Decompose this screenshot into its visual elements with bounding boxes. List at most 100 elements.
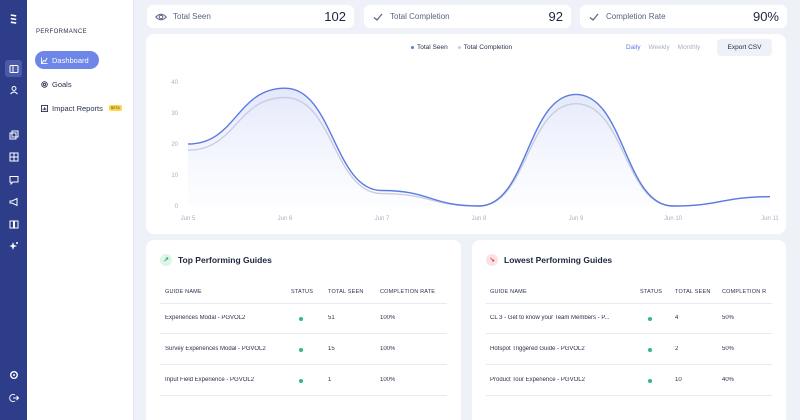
col-completion-rate[interactable]: COMPLETION RATE <box>380 289 436 295</box>
sidebar-item-dashboard[interactable]: Dashboard <box>35 51 99 69</box>
x-tick-label: Jun 9 <box>569 216 584 222</box>
total-seen: 15 <box>328 346 335 352</box>
col-status[interactable]: STATUS <box>291 289 314 295</box>
dashboard-icon[interactable] <box>5 60 22 77</box>
range-weekly[interactable]: Weekly <box>648 44 670 51</box>
book-icon[interactable] <box>5 215 22 232</box>
status-dot <box>299 315 303 323</box>
megaphone-icon[interactable] <box>5 193 22 210</box>
sidebar-item-impact-reports[interactable]: Impact Reports BETA <box>35 99 131 117</box>
table-row[interactable]: Experiences Modal - PGVOL2 51 100% <box>146 315 461 327</box>
status-dot <box>648 315 652 323</box>
status-dot <box>648 377 652 385</box>
completion-rate: 40% <box>722 377 735 383</box>
user-icon[interactable] <box>5 81 22 98</box>
col-guide-name[interactable]: GUIDE NAME <box>490 289 527 295</box>
kpi-value: 92 <box>548 9 563 24</box>
y-tick-label: 30 <box>171 111 178 117</box>
table-row[interactable]: Input Field Experience - PGVOL2 1 100% <box>146 377 461 389</box>
sparkle-icon[interactable] <box>5 237 22 254</box>
sidebar-item-goals[interactable]: Goals <box>35 75 99 93</box>
divider <box>486 303 772 304</box>
guides-icon[interactable] <box>5 126 22 143</box>
export-csv-button[interactable]: Export CSV <box>717 39 772 56</box>
card-title: Lowest Performing Guides <box>504 255 613 265</box>
series-line-total-seen <box>187 87 771 207</box>
chat-icon[interactable] <box>5 171 22 188</box>
table-row[interactable]: Hotspot Triggered Guide - PGVOL2 2 50% <box>472 346 786 358</box>
kpi-total-completion: Total Completion 92 <box>364 5 571 28</box>
trend-up-icon: ↗ <box>160 254 172 266</box>
x-tick-label: Jun 11 <box>761 216 779 222</box>
kpi-value: 90% <box>752 9 779 24</box>
legend-item-total-completion[interactable]: Total Completion <box>457 44 512 51</box>
range-selector: Daily Weekly Monthly <box>626 44 700 51</box>
x-tick-label: Jun 7 <box>375 216 390 222</box>
card-title: Top Performing Guides <box>178 255 272 265</box>
guide-name: Experiences Modal - PGVOL2 <box>165 315 246 321</box>
col-guide-name[interactable]: GUIDE NAME <box>165 289 202 295</box>
guide-name: Survey Experiences Modal - PGVOL2 <box>165 346 266 352</box>
sidebar-item-label: Impact Reports <box>52 103 103 113</box>
status-dot <box>299 377 303 385</box>
beta-badge: BETA <box>108 105 122 111</box>
lowest-guides-card: ↘ Lowest Performing Guides GUIDE NAME ST… <box>472 240 786 420</box>
logo-icon[interactable] <box>5 6 22 32</box>
kpi-label: Completion Rate <box>606 12 666 21</box>
legend-label: Total Seen <box>417 44 448 51</box>
secondary-sidebar: PERFORMANCE Dashboard Goals Impact Repor… <box>27 0 134 420</box>
guide-name: Hotspot Triggered Guide - PGVOL2 <box>490 346 585 352</box>
col-completion-rate[interactable]: COMPLETION R <box>722 289 767 295</box>
completion-rate: 100% <box>380 346 396 352</box>
range-monthly[interactable]: Monthly <box>677 44 701 51</box>
table-row[interactable]: Product Tour Experience - PGVOL2 10 40% <box>472 377 786 389</box>
divider <box>160 333 447 334</box>
icon-rail <box>0 0 27 420</box>
col-status[interactable]: STATUS <box>640 289 663 295</box>
kpi-completion-rate: Completion Rate 90% <box>580 5 787 28</box>
sidebar-item-label: Goals <box>52 79 72 89</box>
settings-icon[interactable] <box>5 366 22 383</box>
area-fill-total-seen <box>188 88 770 206</box>
divider <box>160 303 447 304</box>
eye-icon <box>155 11 167 23</box>
divider <box>486 333 772 334</box>
completion-rate: 100% <box>380 377 396 383</box>
table-row[interactable]: Survey Experiences Modal - PGVOL2 15 100… <box>146 346 461 358</box>
total-seen: 10 <box>675 377 682 383</box>
guide-name: Input Field Experience - PGVOL2 <box>165 377 255 383</box>
divider <box>160 364 447 365</box>
check-icon <box>372 11 384 23</box>
y-tick-label: 10 <box>171 173 178 179</box>
x-tick-label: Jun 6 <box>278 216 293 222</box>
col-total-seen[interactable]: TOTAL SEEN <box>675 289 711 295</box>
divider <box>486 395 772 396</box>
legend-item-total-seen[interactable]: Total Seen <box>411 44 448 51</box>
check-icon <box>588 11 600 23</box>
guide-name: CL 3 - Get to know your Team Members - P… <box>490 315 610 321</box>
chart-legend: Total Seen Total Completion <box>411 44 512 51</box>
divider <box>160 395 447 396</box>
x-tick-label: Jun 10 <box>664 216 683 222</box>
range-daily[interactable]: Daily <box>626 44 641 51</box>
trend-down-icon: ↘ <box>486 254 498 266</box>
x-tick-label: Jun 5 <box>181 216 196 222</box>
completion-rate: 50% <box>722 346 735 352</box>
layout-icon[interactable] <box>5 148 22 165</box>
target-icon <box>41 80 48 88</box>
divider <box>486 364 772 365</box>
sidebar-section-title: PERFORMANCE <box>36 29 88 35</box>
col-total-seen[interactable]: TOTAL SEEN <box>328 289 364 295</box>
table-row[interactable]: CL 3 - Get to know your Team Members - P… <box>472 315 786 327</box>
total-seen: 4 <box>675 315 679 321</box>
kpi-label: Total Completion <box>390 12 450 21</box>
logout-icon[interactable] <box>5 389 22 406</box>
status-dot <box>648 346 652 354</box>
y-tick-label: 20 <box>171 142 178 148</box>
chart-card: 0 10 20 30 40 Jun 5 Jun 6 Jun 7 Jun 8 Jun 9 Jun 10… <box>146 34 786 234</box>
top-guides-header: ↗ Top Performing Guides <box>160 254 272 266</box>
sidebar-item-label: Dashboard <box>52 55 89 65</box>
top-guides-card: ↗ Top Performing Guides GUIDE NAME STATU… <box>146 240 461 420</box>
total-seen: 2 <box>675 346 679 352</box>
guide-name: Product Tour Experience - PGVOL2 <box>490 377 585 383</box>
